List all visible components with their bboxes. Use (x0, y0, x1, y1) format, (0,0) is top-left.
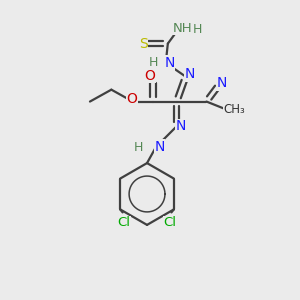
Text: Cl: Cl (164, 216, 176, 229)
Text: CH₃: CH₃ (224, 103, 246, 116)
Text: O: O (126, 92, 137, 106)
Text: N: N (217, 76, 227, 90)
Text: Cl: Cl (118, 216, 130, 229)
Text: N: N (164, 56, 175, 70)
Text: S: S (139, 37, 148, 51)
Text: NH: NH (172, 22, 192, 34)
Text: N: N (154, 140, 165, 154)
Text: H: H (148, 56, 158, 69)
Text: H: H (193, 23, 203, 36)
Text: N: N (176, 119, 186, 133)
Text: H: H (134, 140, 143, 154)
Text: O: O (144, 69, 155, 83)
Text: N: N (184, 67, 195, 81)
